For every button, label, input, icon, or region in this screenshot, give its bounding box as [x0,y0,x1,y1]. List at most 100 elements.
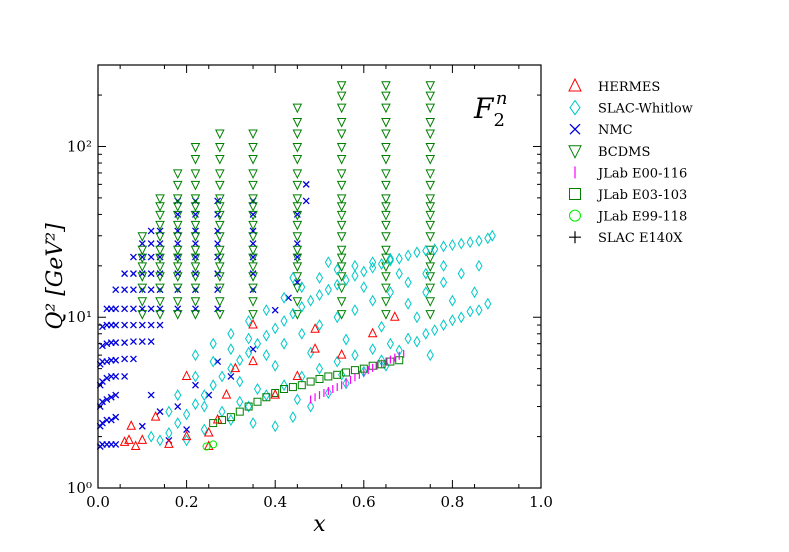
data-point-nmc [121,286,129,294]
data-point-hermes [124,434,134,444]
data-point-nmc [103,395,111,403]
data-point-slac-whitlow [342,333,350,346]
data-point-bcdms [215,283,225,294]
data-point-slac-whitlow [209,337,217,350]
data-point-nmc [156,321,164,329]
data-point-hermes [310,323,320,333]
data-point-slac-whitlow [404,332,412,345]
data-point-slac-whitlow [426,349,434,362]
data-point-nmc [103,374,111,382]
data-point-nmc [249,240,257,248]
data-point-bcdms [336,220,347,231]
data-point-bcdms [336,129,347,140]
data-point-nmc [138,422,146,430]
data-point-slac-whitlow [439,319,448,332]
data-point-slac-whitlow [360,265,368,278]
data-point-hermes [181,370,192,380]
legend-item: NMC [569,123,633,138]
legend-label: HERMES [598,80,660,95]
legend-item: JLab E99-118 [569,209,687,225]
series-jlab-e03-103 [209,356,404,428]
data-point-slac-whitlow [333,278,341,291]
data-point-bcdms [137,232,148,242]
data-point-bcdms [425,142,436,153]
series-jlab-e99-118 [202,440,218,451]
data-point-slac-whitlow [236,375,244,388]
data-point-slac-whitlow [315,289,324,301]
data-point-nmc [205,391,213,399]
data-point-slac-whitlow [218,405,226,418]
data-point-nmc [112,321,120,329]
x-tick-label: 0.0 [86,493,110,511]
data-point-slac-whitlow [156,434,164,447]
data-point-bcdms [172,169,183,180]
legend-label: JLab E00-116 [596,166,687,181]
data-point-nmc [98,419,106,427]
data-point-hermes [270,388,281,399]
data-point-hermes [181,430,192,441]
data-point-jlab-e03-103 [244,402,253,411]
legend-label: SLAC-Whitlow [598,102,693,117]
data-point-bcdms [190,245,201,256]
data-point-slac-whitlow [289,271,297,284]
data-point-slac-whitlow [475,234,483,247]
data-point-slac-whitlow [315,362,324,375]
data-point-slac-whitlow [395,267,403,280]
data-point-bcdms [381,232,391,242]
data-point-bcdms [190,310,201,320]
data-point-hermes [150,411,161,421]
data-point-bcdms [336,91,347,102]
legend-marker [569,231,581,244]
data-point-nmc [112,286,120,294]
data-point-bcdms [425,220,436,231]
data-point-bcdms [425,272,436,282]
data-point-slac-whitlow [165,427,173,439]
data-point-slac-whitlow [466,236,474,249]
data-point-bcdms [248,194,258,204]
data-point-hermes [292,370,303,380]
data-point-nmc [147,391,155,399]
legend-marker [569,209,581,222]
data-point-bcdms [215,232,225,242]
data-point-bcdms [172,272,183,282]
data-point-bcdms [248,210,258,221]
data-point-hermes [248,355,258,366]
legend-item: SLAC-Whitlow [569,99,693,117]
data-point-nmc [112,391,120,399]
data-point-bcdms [155,310,165,320]
data-point-nmc [129,321,137,329]
data-point-jlab-e03-103 [262,393,271,402]
data-point-bcdms [190,194,201,204]
data-point-slac-whitlow [413,335,421,348]
data-point-slac-whitlow [307,294,315,307]
data-point-bcdms [425,194,436,204]
legend-marker [568,145,582,159]
data-point-jlab-e03-103 [333,370,342,379]
data-point-slac-whitlow [431,243,439,256]
data-point-hermes [164,438,174,448]
data-point-bcdms [425,103,436,114]
data-point-hermes [248,318,258,329]
legend-label: NMC [598,123,633,138]
chart-axes: 0.0 0.2 0.4 0.6 0.8 1.0 10⁰ 10¹ 10² [67,64,553,511]
data-point-bcdms [425,310,436,320]
data-point-bcdms [381,245,391,256]
data-point-slac-whitlow [147,430,155,443]
data-point-slac-whitlow [457,237,465,250]
data-point-bcdms [381,103,391,114]
plot-frame [97,64,542,489]
data-point-slac-whitlow [466,305,474,318]
data-point-slac-whitlow [386,252,394,265]
data-point-slac-whitlow [324,387,332,399]
data-point-bcdms [425,262,436,272]
data-point-bcdms [381,142,391,153]
data-point-bcdms [190,180,201,191]
data-point-bcdms [381,283,391,294]
data-point-nmc [183,426,191,433]
data-point-nmc [112,440,120,448]
data-point-bcdms [155,262,165,272]
data-point-bcdms [425,180,436,191]
series-slac-whitlow [147,229,496,447]
data-point-bcdms [190,272,201,282]
data-point-nmc [156,240,164,248]
